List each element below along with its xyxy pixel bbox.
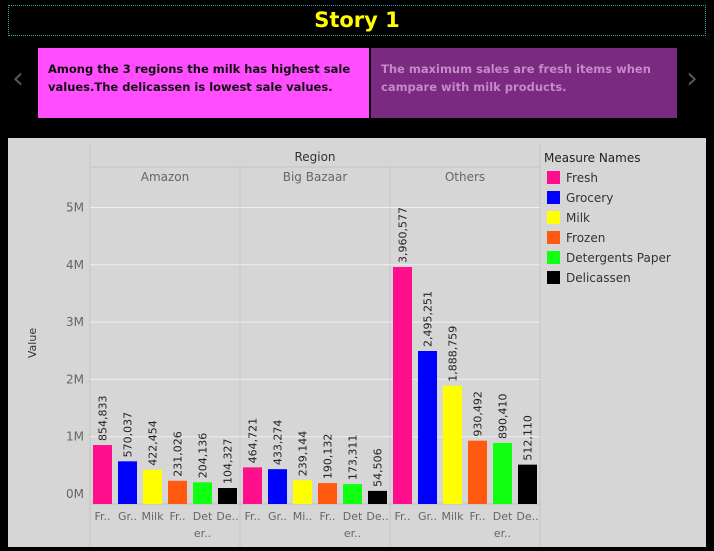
x-tick-label: Milk [142,510,165,523]
y-axis-title: Value [26,328,39,358]
x-tick-label: Fr.. [244,510,260,523]
bar-chart: Region Amazon Big Bazaar Others 0M 1M 2M 3M 4M 5M… [26,145,671,547]
x-tick-label: Gr.. [418,510,437,523]
x-tick-label: Fr.. [319,510,335,523]
y-tick-label: 2M [66,372,84,386]
bar-frozen [318,483,337,504]
legend-swatch [547,171,560,184]
bar-frozen [168,480,187,504]
data-label: 239,144 [297,431,310,477]
data-label: 570,037 [122,412,135,458]
data-label: 190,132 [322,434,335,480]
data-label: 104,327 [222,439,235,485]
region-header: Region [294,150,335,164]
bar-grocery [268,469,287,504]
bar-detergents-paper [193,482,212,504]
x-tick-label-line2: er.. [344,527,361,540]
bar-grocery [418,351,437,504]
chevron-right-icon[interactable]: › [686,61,698,96]
bar-grocery [118,461,137,504]
data-label: 930,492 [472,391,485,437]
legend-swatch [547,211,560,224]
story-title-bar: Story 1 [8,5,706,36]
x-tick-label-line2: er.. [494,527,511,540]
data-label: 54,506 [372,448,385,487]
x-tick-label: Fr.. [469,510,485,523]
bar-milk [443,385,462,504]
x-tick-label: Fr.. [394,510,410,523]
legend-label: Milk [566,211,590,225]
region-label: Big Bazaar [283,170,348,184]
bar-delicassen [218,488,237,504]
bar-detergents-paper [493,442,512,504]
x-tick-label: Det [193,510,213,523]
x-tick-label: De.. [366,510,388,523]
data-label: 231,026 [172,431,185,477]
chart-area: Region Amazon Big Bazaar Others 0M 1M 2M 3M 4M 5M… [8,138,706,547]
legend-swatch [547,191,560,204]
x-tick-label: Fr.. [169,510,185,523]
x-tick-label: Fr.. [94,510,110,523]
legend-label: Delicassen [566,271,631,285]
data-label: 433,274 [272,420,285,466]
x-tick-label: Det [493,510,513,523]
x-tick-label: De.. [516,510,538,523]
legend-swatch [547,271,560,284]
data-label: 173,311 [347,435,360,481]
bar-frozen [468,440,487,504]
x-tick-label: Mi.. [293,510,313,523]
data-label: 464,721 [247,418,260,464]
legend-label: Grocery [566,191,613,205]
bar-delicassen [368,490,387,504]
story-point-1[interactable]: Among the 3 regions the milk has highest… [38,48,369,118]
legend-label: Fresh [566,171,598,185]
bar-delicassen [518,464,537,504]
region-label: Others [445,170,485,184]
bar-milk [143,469,162,504]
bar-fresh [243,467,262,504]
x-tick-label: Det [343,510,363,523]
x-tick-label: De.. [216,510,238,523]
x-tick-label: Milk [442,510,465,523]
x-tick-label: Gr.. [118,510,137,523]
data-label: 2,495,251 [422,291,435,347]
x-tick-label: Gr.. [268,510,287,523]
x-tick-label-line2: er.. [194,527,211,540]
bar-detergents-paper [343,484,362,504]
legend-label: Detergents Paper [566,251,671,265]
region-label: Amazon [141,170,190,184]
legend-swatch [547,251,560,264]
bar-fresh [93,445,112,504]
data-label: 512,110 [522,415,535,461]
legend-swatch [547,231,560,244]
story-point-2[interactable]: The maximum sales are fresh items when c… [371,48,677,118]
data-label: 204,136 [197,433,210,479]
y-tick-label: 0M [66,487,84,501]
y-tick-label: 1M [66,430,84,444]
bar-milk [293,480,312,504]
data-label: 3,960,577 [397,207,410,263]
y-tick-label: 5M [66,200,84,214]
data-label: 422,454 [147,420,160,466]
data-label: 854,833 [97,396,110,442]
chevron-left-icon[interactable]: ‹ [12,61,24,96]
data-label: 1,888,759 [447,326,460,382]
story-title: Story 1 [314,8,400,32]
y-tick-label: 4M [66,258,84,272]
bar-fresh [393,267,412,504]
y-tick-label: 3M [66,315,84,329]
legend-title: Measure Names [544,151,640,165]
data-label: 890,410 [497,393,510,439]
legend-label: Frozen [566,231,605,245]
